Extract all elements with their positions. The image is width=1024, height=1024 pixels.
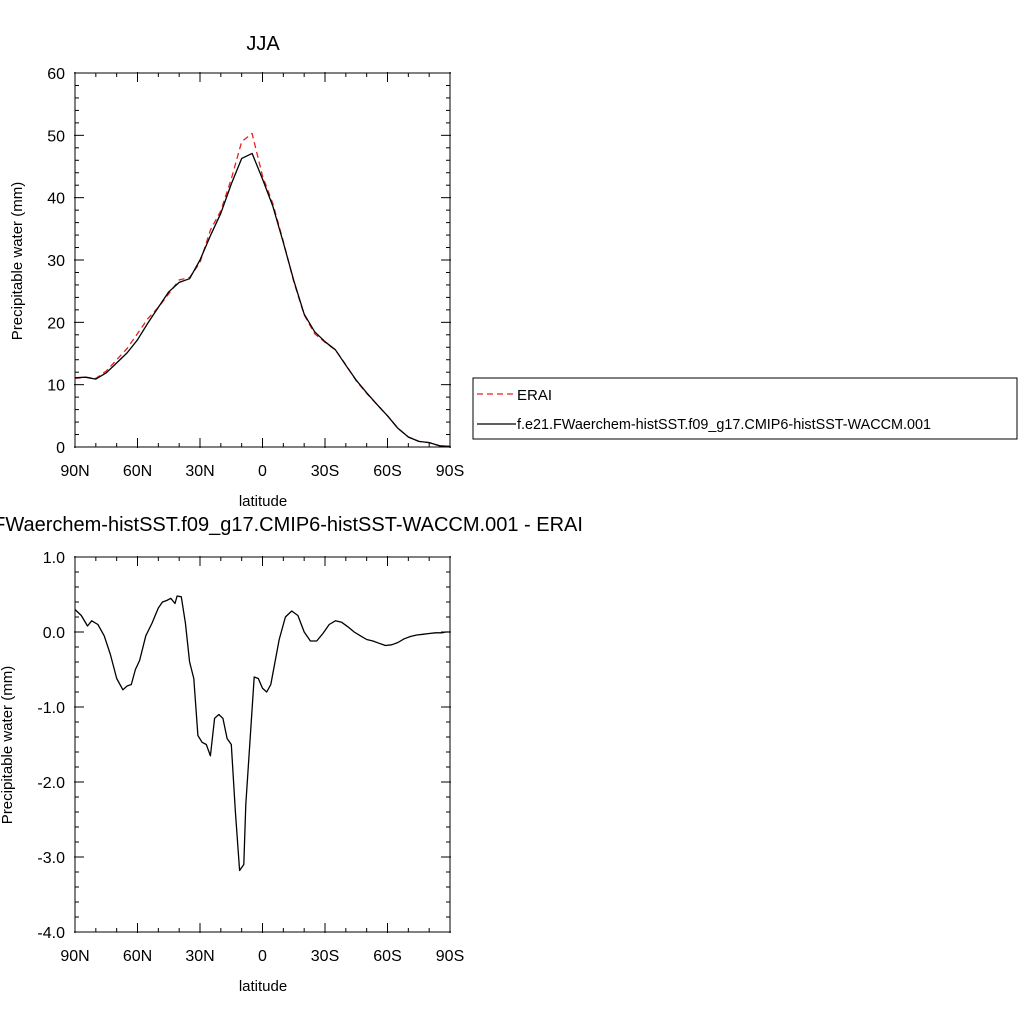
bottom-x-tick-label: 90S xyxy=(436,948,464,965)
top-series-line-1 xyxy=(74,152,451,448)
top-x-tick-label: 30N xyxy=(185,463,214,480)
bottom-x-tick-label: 90N xyxy=(60,948,89,965)
bottom-x-tick-label: 30N xyxy=(185,948,214,965)
top-x-tick-label: 60S xyxy=(373,463,401,480)
top-x-tick-label: 0 xyxy=(258,463,267,480)
top-chart-title: JJA xyxy=(246,33,280,55)
bottom-chart-title: f.e21.FWaerchem-histSST.f09_g17.CMIP6-hi… xyxy=(0,514,583,536)
bottom-y-tick-label: -4.0 xyxy=(37,925,65,942)
top-y-tick-label: 10 xyxy=(47,378,65,395)
top-x-tick-label: 30S xyxy=(311,463,339,480)
top-axes: 90N 60N 30N 0 30S 60S 90S 0 10 20 30 40 50 60 xyxy=(47,66,464,480)
top-y-tick-label: 50 xyxy=(47,128,65,145)
bottom-x-axis-label: latitude xyxy=(239,978,287,995)
bottom-x-tick-label: 30S xyxy=(311,948,339,965)
legend: ERAI f.e21.FWaerchem-histSST.f09_g17.CMI… xyxy=(472,377,1018,440)
bottom-panel: f.e21.FWaerchem-histSST.f09_g17.CMIP6-hi… xyxy=(0,514,583,995)
legend-label-erai: ERAI xyxy=(517,387,552,404)
top-y-tick-label: 60 xyxy=(47,66,65,83)
bottom-y-tick-label: -1.0 xyxy=(37,700,65,717)
bottom-y-axis-label: Precipitable water (mm) xyxy=(0,666,16,824)
bottom-x-tick-label: 0 xyxy=(258,948,267,965)
top-x-tick-label: 60N xyxy=(123,463,152,480)
bottom-y-tick-label: 1.0 xyxy=(43,550,65,567)
top-y-tick-label: 30 xyxy=(47,253,65,270)
legend-label-model: f.e21.FWaerchem-histSST.f09_g17.CMIP6-hi… xyxy=(517,417,931,433)
top-y-axis-label: Precipitable water (mm) xyxy=(9,182,26,340)
bottom-y-tick-label: 0.0 xyxy=(43,625,65,642)
top-y-tick-label: 20 xyxy=(47,315,65,332)
bottom-series-line-0 xyxy=(74,595,450,872)
bottom-x-tick-label: 60N xyxy=(123,948,152,965)
bottom-y-tick-label: -3.0 xyxy=(37,850,65,867)
top-x-tick-label: 90N xyxy=(60,463,89,480)
top-plot-lines xyxy=(74,132,451,448)
top-x-tick-label: 90S xyxy=(436,463,464,480)
top-panel: JJA 90N 60N 30N 0 30S 60S 90S 0 10 20 30 40 50 60 lat… xyxy=(9,33,464,510)
top-x-axis-label: latitude xyxy=(239,493,287,510)
bottom-plot-frame xyxy=(74,556,451,933)
bottom-x-tick-label: 60S xyxy=(373,948,401,965)
bottom-axes: 90N 60N 30N 0 30S 60S 90S -4.0 -3.0 -2.0 -1.0 0.0 1.… xyxy=(37,550,464,965)
legend-box xyxy=(472,377,1018,440)
top-plot-frame xyxy=(74,72,451,448)
top-y-tick-label: 40 xyxy=(47,191,65,208)
bottom-y-tick-label: -2.0 xyxy=(37,775,65,792)
top-y-tick-label: 0 xyxy=(56,440,65,457)
bottom-plot-lines xyxy=(74,595,450,872)
